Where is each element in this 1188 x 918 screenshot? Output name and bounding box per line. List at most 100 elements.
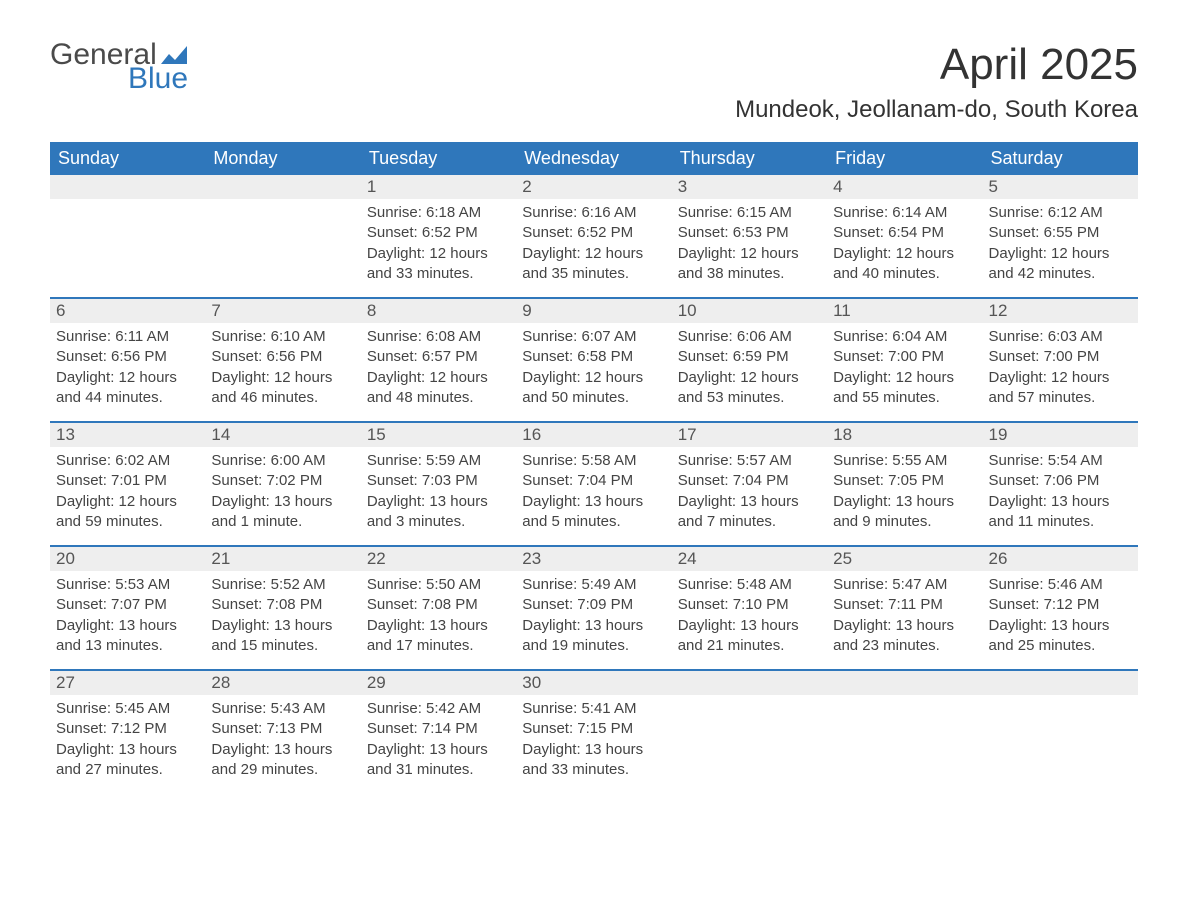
sunset-text: Sunset: 7:03 PM: [367, 471, 510, 491]
daylight-text: Daylight: 13 hours and 27 minutes.: [56, 740, 199, 781]
week-row: 20Sunrise: 5:53 AMSunset: 7:07 PMDayligh…: [50, 545, 1138, 669]
day-cell: 6Sunrise: 6:11 AMSunset: 6:56 PMDaylight…: [50, 299, 205, 421]
day-body: Sunrise: 5:43 AMSunset: 7:13 PMDaylight:…: [205, 695, 360, 780]
day-body: Sunrise: 5:53 AMSunset: 7:07 PMDaylight:…: [50, 571, 205, 656]
sunrise-text: Sunrise: 5:45 AM: [56, 699, 199, 719]
daylight-text: Daylight: 12 hours and 35 minutes.: [522, 244, 665, 285]
sunrise-text: Sunrise: 5:47 AM: [833, 575, 976, 595]
day-number: [827, 671, 982, 695]
sunset-text: Sunset: 7:08 PM: [211, 595, 354, 615]
sunset-text: Sunset: 6:55 PM: [989, 223, 1132, 243]
daylight-text: Daylight: 13 hours and 15 minutes.: [211, 616, 354, 657]
calendar: Sunday Monday Tuesday Wednesday Thursday…: [50, 142, 1138, 793]
day-body: Sunrise: 6:03 AMSunset: 7:00 PMDaylight:…: [983, 323, 1138, 408]
day-number: 8: [361, 299, 516, 323]
sunrise-text: Sunrise: 5:43 AM: [211, 699, 354, 719]
sunset-text: Sunset: 6:52 PM: [522, 223, 665, 243]
sunset-text: Sunset: 6:52 PM: [367, 223, 510, 243]
sunrise-text: Sunrise: 6:16 AM: [522, 203, 665, 223]
day-cell: [205, 175, 360, 297]
sunrise-text: Sunrise: 5:48 AM: [678, 575, 821, 595]
sunset-text: Sunset: 6:59 PM: [678, 347, 821, 367]
daylight-text: Daylight: 13 hours and 3 minutes.: [367, 492, 510, 533]
day-number: 11: [827, 299, 982, 323]
day-number: [672, 671, 827, 695]
daylight-text: Daylight: 12 hours and 55 minutes.: [833, 368, 976, 409]
day-number: 7: [205, 299, 360, 323]
day-number: 21: [205, 547, 360, 571]
day-cell: [827, 671, 982, 793]
location-subtitle: Mundeok, Jeollanam-do, South Korea: [735, 96, 1138, 124]
day-cell: 13Sunrise: 6:02 AMSunset: 7:01 PMDayligh…: [50, 423, 205, 545]
daylight-text: Daylight: 13 hours and 11 minutes.: [989, 492, 1132, 533]
daylight-text: Daylight: 12 hours and 38 minutes.: [678, 244, 821, 285]
day-body: Sunrise: 6:08 AMSunset: 6:57 PMDaylight:…: [361, 323, 516, 408]
daylight-text: Daylight: 12 hours and 44 minutes.: [56, 368, 199, 409]
day-number: 25: [827, 547, 982, 571]
sunrise-text: Sunrise: 5:50 AM: [367, 575, 510, 595]
dow-sunday: Sunday: [50, 142, 205, 175]
sunrise-text: Sunrise: 6:18 AM: [367, 203, 510, 223]
sunset-text: Sunset: 6:57 PM: [367, 347, 510, 367]
day-number: 12: [983, 299, 1138, 323]
sunset-text: Sunset: 7:15 PM: [522, 719, 665, 739]
day-cell: 18Sunrise: 5:55 AMSunset: 7:05 PMDayligh…: [827, 423, 982, 545]
sunset-text: Sunset: 7:13 PM: [211, 719, 354, 739]
week-row: 6Sunrise: 6:11 AMSunset: 6:56 PMDaylight…: [50, 297, 1138, 421]
sunset-text: Sunset: 7:04 PM: [522, 471, 665, 491]
dow-friday: Friday: [827, 142, 982, 175]
day-cell: 29Sunrise: 5:42 AMSunset: 7:14 PMDayligh…: [361, 671, 516, 793]
sunrise-text: Sunrise: 5:59 AM: [367, 451, 510, 471]
sunset-text: Sunset: 7:05 PM: [833, 471, 976, 491]
day-cell: 28Sunrise: 5:43 AMSunset: 7:13 PMDayligh…: [205, 671, 360, 793]
dow-saturday: Saturday: [983, 142, 1138, 175]
sunrise-text: Sunrise: 5:53 AM: [56, 575, 199, 595]
sunrise-text: Sunrise: 6:06 AM: [678, 327, 821, 347]
day-cell: 15Sunrise: 5:59 AMSunset: 7:03 PMDayligh…: [361, 423, 516, 545]
day-cell: [983, 671, 1138, 793]
sunset-text: Sunset: 6:56 PM: [56, 347, 199, 367]
day-body: Sunrise: 6:07 AMSunset: 6:58 PMDaylight:…: [516, 323, 671, 408]
sunrise-text: Sunrise: 5:58 AM: [522, 451, 665, 471]
day-number: 23: [516, 547, 671, 571]
daylight-text: Daylight: 13 hours and 9 minutes.: [833, 492, 976, 533]
sunrise-text: Sunrise: 5:54 AM: [989, 451, 1132, 471]
day-cell: 8Sunrise: 6:08 AMSunset: 6:57 PMDaylight…: [361, 299, 516, 421]
daylight-text: Daylight: 13 hours and 1 minute.: [211, 492, 354, 533]
sunset-text: Sunset: 6:58 PM: [522, 347, 665, 367]
day-number: 17: [672, 423, 827, 447]
daylight-text: Daylight: 13 hours and 33 minutes.: [522, 740, 665, 781]
sunrise-text: Sunrise: 5:49 AM: [522, 575, 665, 595]
day-number: 13: [50, 423, 205, 447]
sunrise-text: Sunrise: 6:11 AM: [56, 327, 199, 347]
day-body: Sunrise: 5:59 AMSunset: 7:03 PMDaylight:…: [361, 447, 516, 532]
sunrise-text: Sunrise: 6:14 AM: [833, 203, 976, 223]
day-cell: 25Sunrise: 5:47 AMSunset: 7:11 PMDayligh…: [827, 547, 982, 669]
day-body: Sunrise: 5:50 AMSunset: 7:08 PMDaylight:…: [361, 571, 516, 656]
day-cell: 24Sunrise: 5:48 AMSunset: 7:10 PMDayligh…: [672, 547, 827, 669]
day-cell: 10Sunrise: 6:06 AMSunset: 6:59 PMDayligh…: [672, 299, 827, 421]
sunrise-text: Sunrise: 5:41 AM: [522, 699, 665, 719]
day-body: Sunrise: 5:46 AMSunset: 7:12 PMDaylight:…: [983, 571, 1138, 656]
dow-thursday: Thursday: [672, 142, 827, 175]
sunset-text: Sunset: 7:12 PM: [56, 719, 199, 739]
day-cell: 17Sunrise: 5:57 AMSunset: 7:04 PMDayligh…: [672, 423, 827, 545]
day-cell: 19Sunrise: 5:54 AMSunset: 7:06 PMDayligh…: [983, 423, 1138, 545]
daylight-text: Daylight: 13 hours and 23 minutes.: [833, 616, 976, 657]
day-body: Sunrise: 6:06 AMSunset: 6:59 PMDaylight:…: [672, 323, 827, 408]
day-number: 9: [516, 299, 671, 323]
day-cell: 7Sunrise: 6:10 AMSunset: 6:56 PMDaylight…: [205, 299, 360, 421]
day-body: Sunrise: 5:48 AMSunset: 7:10 PMDaylight:…: [672, 571, 827, 656]
day-number: 22: [361, 547, 516, 571]
dow-monday: Monday: [205, 142, 360, 175]
day-cell: 16Sunrise: 5:58 AMSunset: 7:04 PMDayligh…: [516, 423, 671, 545]
day-number: 20: [50, 547, 205, 571]
day-body: Sunrise: 5:45 AMSunset: 7:12 PMDaylight:…: [50, 695, 205, 780]
day-number: 5: [983, 175, 1138, 199]
month-title: April 2025: [735, 40, 1138, 90]
day-cell: 21Sunrise: 5:52 AMSunset: 7:08 PMDayligh…: [205, 547, 360, 669]
day-cell: 27Sunrise: 5:45 AMSunset: 7:12 PMDayligh…: [50, 671, 205, 793]
sunset-text: Sunset: 6:56 PM: [211, 347, 354, 367]
sunset-text: Sunset: 7:08 PM: [367, 595, 510, 615]
daylight-text: Daylight: 13 hours and 25 minutes.: [989, 616, 1132, 657]
